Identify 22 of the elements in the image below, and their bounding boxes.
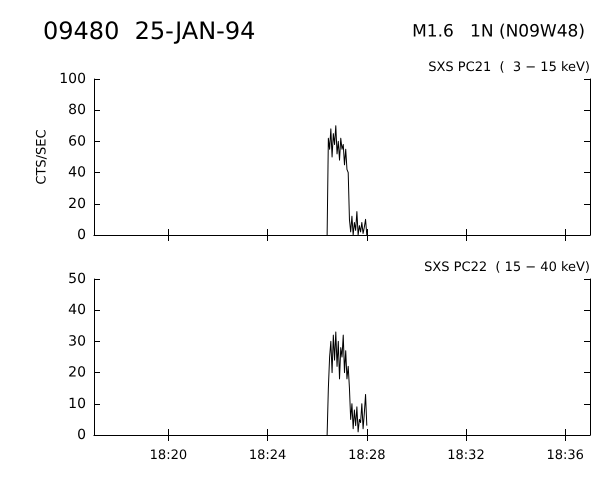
text: SXS PC21 ( 3 − 15 keV) [428, 60, 590, 75]
chart-title: 09480 25-JAN-94 [43, 17, 256, 45]
y-tick-label: 80 [68, 102, 86, 118]
y-tick-label: 40 [68, 302, 86, 318]
y-tick-label: 50 [68, 271, 86, 287]
y-tick-label: 30 [68, 333, 86, 350]
y-axis-title: CTS/SEC [34, 129, 50, 185]
y-tick-label: 20 [68, 364, 86, 381]
x-tick-label: 18:28 [348, 448, 386, 463]
y-tick-label: 0 [77, 427, 86, 443]
y-tick-label: 40 [68, 164, 86, 181]
y-tick-label: 0 [77, 227, 86, 243]
y-tick-label: 100 [59, 71, 86, 87]
x-tick-label: 18:20 [150, 448, 188, 463]
y-tick-label: 10 [68, 396, 86, 412]
x-tick-label: 18:36 [546, 448, 584, 463]
chart-subtitle: M1.6 1N (N09W48) [412, 22, 585, 42]
x-tick-label: 18:24 [248, 448, 286, 463]
y-tick-label: 60 [68, 133, 86, 150]
x-tick-label: 18:32 [447, 448, 485, 463]
text: SXS PC22 ( 15 − 40 keV) [424, 260, 590, 275]
y-tick-label: 20 [68, 196, 86, 212]
